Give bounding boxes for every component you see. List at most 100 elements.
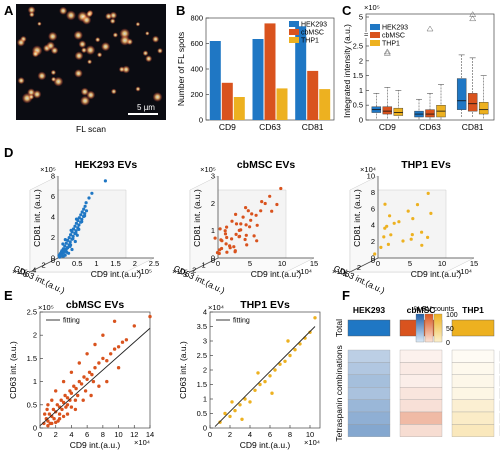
x-exponent: ×10⁴ bbox=[456, 267, 472, 276]
data-point bbox=[223, 411, 227, 416]
data-point bbox=[69, 370, 74, 374]
box-thp1-cd9 bbox=[393, 107, 404, 116]
box-outlier bbox=[383, 49, 391, 56]
heatmap-cell bbox=[347, 411, 391, 425]
data-point bbox=[70, 247, 74, 252]
bar-hek293-cd63 bbox=[252, 39, 264, 120]
heatmap-cell bbox=[451, 411, 495, 425]
data-point bbox=[254, 213, 258, 217]
data-point bbox=[73, 224, 77, 228]
y-axis-line bbox=[349, 257, 379, 273]
heatmap-cell bbox=[347, 387, 391, 400]
z-tick-label: 0 bbox=[51, 254, 55, 263]
z-exponent: ×10⁵ bbox=[200, 165, 216, 174]
data-point bbox=[382, 235, 386, 239]
scatter3d-title: cbMSC EVs bbox=[237, 159, 296, 171]
y-tick-label: 4 bbox=[343, 270, 347, 279]
data-point bbox=[75, 233, 79, 237]
y-tick-label: 3.5 bbox=[197, 322, 207, 331]
data-point bbox=[283, 359, 287, 363]
fl-spot bbox=[105, 12, 113, 20]
fl-spot bbox=[78, 40, 87, 49]
data-point bbox=[120, 340, 125, 344]
fl-spot bbox=[27, 6, 36, 14]
data-point bbox=[215, 251, 220, 255]
data-point bbox=[386, 242, 390, 246]
z-tick-label: 2 bbox=[371, 237, 375, 246]
legend-swatch bbox=[370, 32, 380, 38]
box-cbmsc-cd81 bbox=[467, 93, 478, 112]
data-point bbox=[65, 246, 69, 250]
box-thp1-cd81 bbox=[478, 102, 489, 115]
heatmap-cell bbox=[451, 374, 495, 388]
y-axis-label: CD63 int. (a.u.) bbox=[8, 341, 18, 399]
fl-spot bbox=[135, 21, 141, 27]
data-point bbox=[43, 412, 47, 416]
box-chart-intensity: ≈0 0.5 1 1.5 2 2.5 5×10⁵ Integrated intensity (… bbox=[342, 3, 495, 132]
data-point bbox=[64, 241, 68, 245]
data-point bbox=[63, 393, 67, 398]
data-point bbox=[308, 330, 312, 334]
data-point bbox=[101, 333, 105, 337]
data-point bbox=[74, 386, 78, 391]
z-tick-label: 4 bbox=[371, 221, 375, 230]
column-header: cbMSC bbox=[407, 305, 436, 315]
scatter2d-cbmsc: cbMSC EVs 0 2 4 6 8 10 12 14 0 0.5 1 1.5 2 2.5 ×10⁴ ×10⁵… bbox=[8, 299, 154, 450]
data-point bbox=[225, 225, 229, 229]
data-point bbox=[77, 216, 81, 220]
y-tick-label: 1 bbox=[33, 377, 37, 386]
data-point bbox=[82, 214, 86, 219]
fl-spot bbox=[95, 37, 101, 43]
data-point bbox=[84, 209, 89, 213]
bar-thp1-cd9 bbox=[233, 97, 245, 120]
legend-label: cbMSC bbox=[382, 33, 405, 40]
data-point bbox=[80, 210, 84, 214]
data-point bbox=[71, 227, 76, 231]
fl-spot bbox=[81, 47, 87, 54]
fl-spot bbox=[46, 41, 55, 51]
z-axis-label: CD81 int. (a.u.) bbox=[352, 189, 362, 247]
data-point bbox=[47, 412, 52, 416]
plot-frame bbox=[209, 311, 321, 429]
data-point bbox=[259, 209, 263, 213]
x-tick-label: CD63 bbox=[259, 122, 281, 132]
data-point bbox=[82, 207, 86, 211]
z-tick-label: 1 bbox=[211, 226, 215, 235]
x-tick-label: 12 bbox=[130, 430, 138, 439]
fl-spot bbox=[86, 10, 93, 18]
data-point bbox=[255, 239, 259, 243]
fl-spot bbox=[110, 88, 117, 95]
heatmap-cell bbox=[347, 349, 391, 363]
y-tick-label: 1.5 bbox=[353, 71, 363, 80]
data-point bbox=[59, 398, 63, 402]
fl-spot bbox=[86, 90, 96, 100]
x-tick-label: CD9 bbox=[379, 122, 396, 132]
data-point bbox=[234, 222, 239, 226]
x-tick-label: 4 bbox=[248, 430, 252, 439]
z-tick-label: 8 bbox=[51, 172, 55, 181]
data-point bbox=[112, 347, 117, 351]
data-point bbox=[243, 397, 247, 401]
x-axis-label: CD9 int.(a.u.) bbox=[91, 269, 142, 279]
data-point bbox=[248, 225, 252, 229]
data-point bbox=[69, 405, 74, 409]
z-exponent: ×10⁴ bbox=[360, 165, 376, 174]
fl-spot bbox=[59, 6, 68, 15]
y-axis-label: Number of FL spots bbox=[176, 32, 186, 106]
data-point bbox=[223, 229, 227, 233]
y-tick-label: 1 bbox=[359, 86, 363, 95]
total-cell-hek293 bbox=[347, 319, 391, 337]
fl-spot bbox=[145, 31, 150, 36]
data-point bbox=[74, 229, 78, 233]
x-tick-label: 10 bbox=[438, 259, 446, 268]
data-point bbox=[89, 393, 93, 398]
box-hek293-cd81 bbox=[456, 78, 467, 110]
data-point bbox=[409, 237, 413, 241]
y-tick-label: 0 bbox=[359, 116, 363, 125]
bar-chart-fl-spots: 0 200 400 600 800 Number of FL spots CD9 CD63 CD… bbox=[176, 14, 335, 132]
x-exponent: ×10⁵ bbox=[136, 267, 152, 276]
scale-bar bbox=[128, 113, 158, 115]
y-tick-label: 200 bbox=[190, 90, 203, 99]
